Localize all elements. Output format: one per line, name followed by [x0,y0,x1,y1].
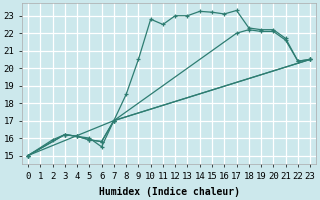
X-axis label: Humidex (Indice chaleur): Humidex (Indice chaleur) [99,186,240,197]
